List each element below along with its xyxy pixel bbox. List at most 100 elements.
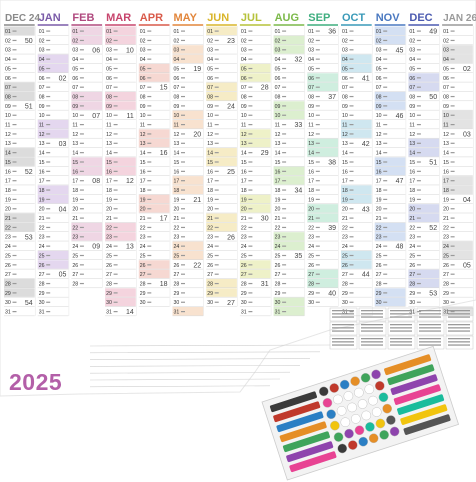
weekday-abbrev xyxy=(315,292,320,294)
weekend-cell xyxy=(172,176,204,185)
mini-calendar-box xyxy=(387,321,416,336)
weekday-abbrev xyxy=(416,124,421,126)
day-number: 05 xyxy=(409,66,415,72)
year-title: 2025 xyxy=(9,369,63,395)
day-number: 15 xyxy=(72,160,78,166)
weekday-abbrev xyxy=(282,58,287,60)
weekend-cell xyxy=(105,222,136,232)
day-number: 26 xyxy=(140,263,146,269)
weekend-cell xyxy=(37,120,69,129)
weekday-abbrev xyxy=(147,161,152,163)
weekday-abbrev xyxy=(315,49,320,51)
weekday-abbrev xyxy=(79,180,84,182)
weekday-abbrev xyxy=(450,30,455,32)
weekend-cell xyxy=(307,269,338,279)
weekday-abbrev xyxy=(181,311,185,313)
weekend-cell xyxy=(138,260,170,269)
weekday-abbrev xyxy=(349,226,354,229)
month-header: SEP xyxy=(308,12,330,24)
weekday-abbrev xyxy=(46,161,51,163)
weekday-abbrev xyxy=(282,217,287,219)
day-number: 28 xyxy=(39,281,45,287)
weekday-abbrev xyxy=(315,105,320,107)
day-number: 07 xyxy=(275,85,281,91)
day-number: 05 xyxy=(308,66,314,72)
day-number: 12 xyxy=(275,132,281,138)
week-number: 35 xyxy=(295,253,303,260)
day-number: 21 xyxy=(409,216,415,222)
day-number: 01 xyxy=(443,29,449,35)
day-number: 15 xyxy=(376,160,382,166)
day-number: 14 xyxy=(376,151,382,157)
day-number: 27 xyxy=(5,272,11,278)
day-number: 04 xyxy=(409,57,415,63)
day-number: 15 xyxy=(140,160,146,166)
mini-calendar-dots xyxy=(361,338,383,340)
day-number: 03 xyxy=(275,48,281,54)
day-number: 03 xyxy=(376,48,382,54)
day-number: 12 xyxy=(39,132,45,138)
weekday-abbrev xyxy=(181,161,185,163)
day-number: 11 xyxy=(72,123,77,129)
weekday-abbrev xyxy=(113,67,118,70)
weekend-cell xyxy=(71,26,103,36)
dot-sticker xyxy=(329,383,340,393)
weekend-cell xyxy=(105,91,136,101)
weekday-abbrev xyxy=(12,30,17,32)
weekday-abbrev xyxy=(416,39,421,42)
weekday-abbrev xyxy=(383,105,388,107)
weekday-abbrev xyxy=(349,198,354,200)
day-number: 19 xyxy=(241,197,247,203)
weekend-cell xyxy=(206,91,237,101)
day-number: 16 xyxy=(174,169,180,175)
day-number: 05 xyxy=(275,66,281,72)
dot-sticker xyxy=(326,409,336,420)
day-number: 13 xyxy=(275,141,281,147)
weekend-cell xyxy=(374,288,406,297)
day-number: 04 xyxy=(443,57,449,63)
day-number: 31 xyxy=(174,310,180,316)
day-number: 11 xyxy=(443,123,448,129)
day-number: 24 xyxy=(241,244,247,250)
weekday-abbrev xyxy=(248,142,253,144)
day-number: 06 xyxy=(409,76,415,82)
mini-calendar-dots xyxy=(332,310,354,312)
day-number: 09 xyxy=(409,104,415,110)
mini-calendar-dots xyxy=(448,344,470,346)
day-number: 03 xyxy=(106,48,112,54)
weekday-abbrev xyxy=(79,161,84,163)
day-number: 08 xyxy=(72,94,78,100)
mini-calendar-box xyxy=(358,335,387,350)
month-header: FEB xyxy=(72,12,94,24)
week-number: 53 xyxy=(25,234,33,241)
day-number: 12 xyxy=(241,132,247,138)
dot-sticker xyxy=(330,420,340,431)
day-number: 08 xyxy=(174,94,180,100)
day-number: 10 xyxy=(376,113,382,119)
weekday-abbrev xyxy=(282,49,287,51)
weekday-abbrev xyxy=(214,301,219,303)
weekday-abbrev xyxy=(450,311,455,313)
weekday-abbrev xyxy=(416,189,421,191)
day-number: 24 xyxy=(140,244,146,250)
weekend-cell xyxy=(37,185,69,194)
weekday-abbrev xyxy=(214,142,219,144)
week-number: 29 xyxy=(261,150,269,157)
day-number: 05 xyxy=(376,66,382,72)
weekend-cell xyxy=(37,54,69,64)
weekend-cell xyxy=(341,63,372,73)
dot-sticker xyxy=(354,387,364,398)
weekend-cell xyxy=(374,101,406,110)
day-number: 27 xyxy=(409,272,415,278)
day-number: 21 xyxy=(140,216,146,222)
weekday-abbrev xyxy=(248,292,253,294)
weekday-abbrev xyxy=(214,180,219,182)
weekend-cell xyxy=(71,232,103,241)
weekday-abbrev xyxy=(416,142,421,144)
day-number: 08 xyxy=(241,94,247,100)
day-number: 24 xyxy=(443,244,449,250)
week-number: 39 xyxy=(328,225,336,232)
day-number: 10 xyxy=(106,113,112,119)
weekend-cell xyxy=(374,35,406,45)
week-number: 04 xyxy=(59,206,67,213)
